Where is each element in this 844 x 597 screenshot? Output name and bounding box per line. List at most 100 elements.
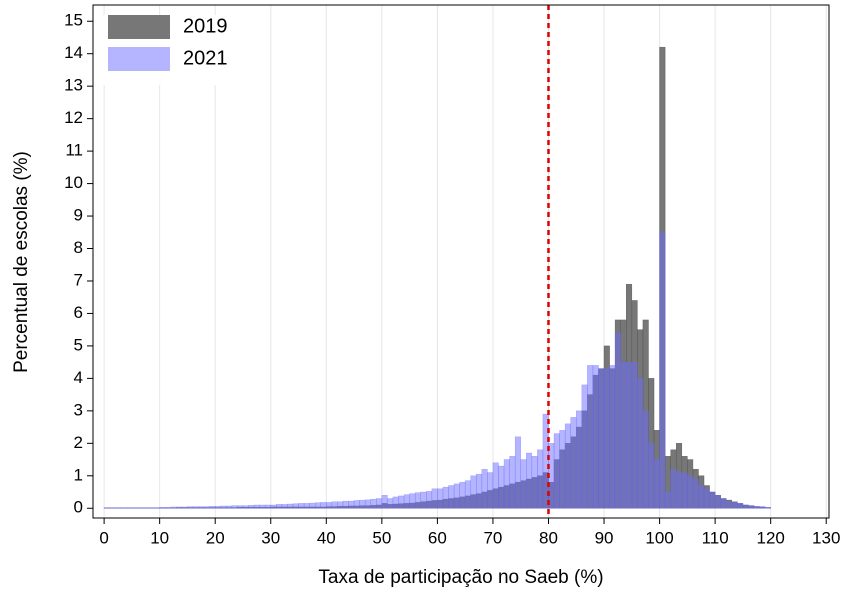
bar	[365, 500, 371, 508]
bar	[510, 456, 516, 508]
bar	[287, 504, 293, 508]
x-tick-label: 130	[812, 528, 840, 547]
bar	[576, 411, 582, 508]
bar	[748, 506, 754, 509]
bar	[254, 505, 260, 508]
bar	[154, 508, 160, 509]
bar	[182, 507, 188, 508]
bar	[199, 507, 205, 509]
y-tick-label: 3	[74, 400, 83, 419]
y-tick-label: 8	[74, 238, 83, 257]
bar	[682, 473, 688, 509]
bar	[593, 365, 599, 508]
bar	[204, 507, 210, 509]
bar	[265, 505, 271, 508]
x-tick-label: 100	[645, 528, 673, 547]
bar	[332, 502, 338, 508]
bar	[187, 507, 193, 509]
bar	[310, 503, 316, 508]
bar	[715, 495, 721, 508]
y-tick-label: 1	[74, 465, 83, 484]
bar	[321, 502, 327, 508]
bar	[304, 503, 310, 508]
bar	[104, 508, 110, 509]
bar	[504, 460, 510, 509]
bar	[260, 505, 266, 508]
bar	[221, 506, 227, 508]
bar	[354, 500, 360, 508]
bar	[648, 443, 654, 508]
bar	[315, 503, 321, 509]
bar	[521, 460, 527, 509]
bar	[765, 507, 771, 508]
bar	[465, 481, 471, 509]
x-tick-label: 50	[372, 528, 391, 547]
bar	[632, 362, 638, 508]
bar	[226, 506, 232, 508]
bar	[126, 508, 132, 509]
bar	[665, 492, 671, 508]
bar	[165, 507, 171, 508]
bar	[537, 450, 543, 508]
bar	[432, 489, 438, 508]
bar	[299, 503, 305, 508]
bar	[132, 508, 138, 509]
legend-label: 2019	[183, 15, 228, 37]
bar	[210, 506, 216, 508]
bar	[615, 333, 621, 508]
bar	[215, 506, 221, 508]
x-tick-label: 10	[150, 528, 169, 547]
bar	[271, 505, 277, 508]
bar	[410, 494, 416, 509]
bar	[393, 497, 399, 508]
y-tick-label: 0	[74, 498, 83, 517]
bar	[149, 508, 155, 509]
bar	[737, 503, 743, 508]
bar	[671, 469, 677, 508]
y-tick-label: 6	[74, 303, 83, 322]
bar	[604, 369, 610, 509]
bar	[587, 365, 593, 508]
bar	[660, 232, 666, 508]
y-tick-label: 5	[74, 335, 83, 354]
bar	[143, 508, 149, 509]
bar	[732, 502, 738, 508]
y-tick-label: 7	[74, 270, 83, 289]
bar	[443, 487, 449, 508]
legend-swatch	[108, 15, 170, 39]
bar	[232, 506, 238, 509]
bar	[693, 479, 699, 508]
bar	[532, 456, 538, 508]
bar	[621, 362, 627, 508]
bar	[243, 506, 249, 509]
y-tick-label: 12	[64, 108, 83, 127]
bar	[554, 434, 560, 509]
y-tick-label: 4	[74, 368, 83, 387]
bar	[721, 499, 727, 509]
bar	[237, 506, 243, 509]
bar	[171, 507, 177, 508]
bar	[415, 493, 421, 509]
bar	[598, 369, 604, 509]
bar	[637, 378, 643, 508]
bar	[110, 508, 116, 509]
x-tick-label: 40	[317, 528, 336, 547]
bar	[743, 505, 749, 508]
bar	[676, 473, 682, 509]
bar	[471, 476, 477, 508]
bar	[571, 417, 577, 508]
bar	[399, 496, 405, 508]
x-tick-label: 70	[483, 528, 502, 547]
bar	[482, 469, 488, 508]
x-axis-label: Taxa de participação no Saeb (%)	[318, 567, 603, 588]
bar	[704, 489, 710, 508]
bar	[515, 437, 521, 508]
legend-swatch	[108, 47, 170, 71]
bar	[404, 495, 410, 509]
bar	[137, 508, 143, 509]
y-tick-label: 10	[64, 173, 83, 192]
bar	[337, 502, 343, 508]
bar	[426, 491, 432, 508]
x-tick-label: 60	[428, 528, 447, 547]
bar	[760, 507, 766, 509]
